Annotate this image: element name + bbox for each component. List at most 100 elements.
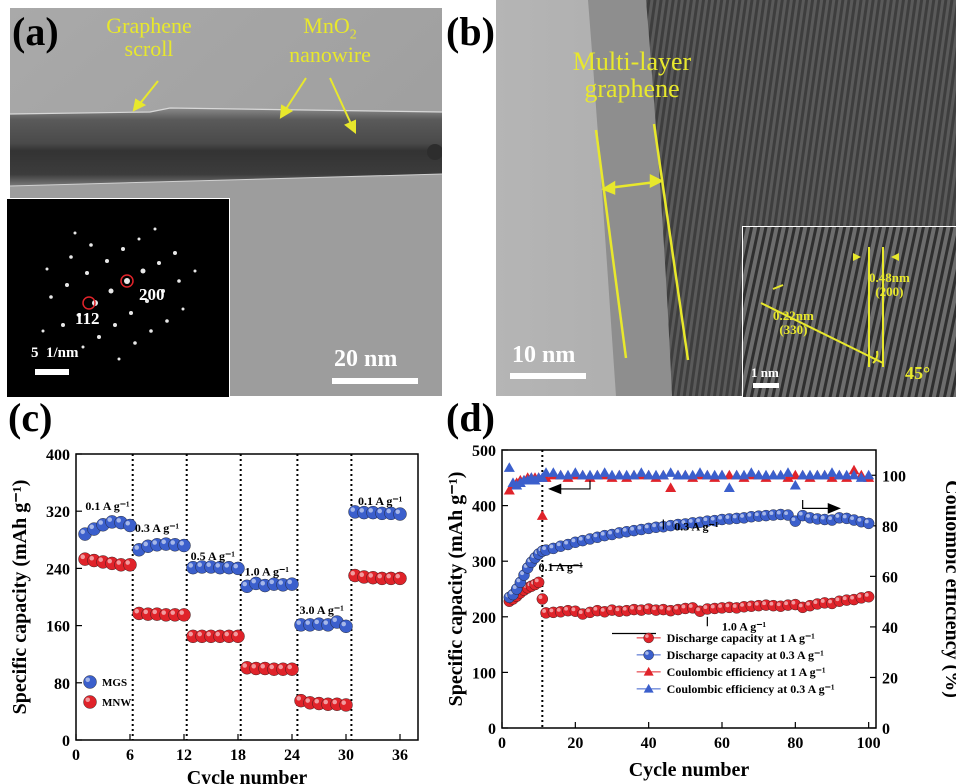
y2-tick-label-d: 80 xyxy=(882,519,898,536)
legend-marker-d-1-highlight xyxy=(645,651,649,655)
point-d-0-highlight xyxy=(725,603,730,608)
point-mgs-highlight xyxy=(359,508,364,513)
point-mgs-highlight xyxy=(278,580,283,585)
arrow-to-left-axis-1 xyxy=(553,480,591,490)
x-tick-label-c: 30 xyxy=(338,747,354,764)
x-tick-label-c: 36 xyxy=(392,747,408,764)
point-mgs-highlight xyxy=(242,581,248,587)
point-d-3 xyxy=(613,469,625,480)
annotation-multilayer-line2: graphene xyxy=(584,74,680,104)
legend-marker-d-2 xyxy=(643,666,654,676)
point-d-0 xyxy=(862,591,875,603)
point-d-3 xyxy=(540,467,552,477)
point-d-0-highlight xyxy=(608,606,612,611)
point-mgs xyxy=(339,619,353,634)
y-tick-label-c: 240 xyxy=(46,561,70,578)
point-d-2 xyxy=(848,464,860,475)
point-d-2 xyxy=(789,469,801,480)
point-d-0-highlight xyxy=(806,601,810,606)
x-tick-label-d: 0 xyxy=(498,735,506,752)
point-d-0-highlight xyxy=(659,605,664,610)
point-mgs-highlight xyxy=(125,520,130,526)
point-d-3 xyxy=(745,467,757,477)
point-d-1-highlight xyxy=(762,511,766,516)
y2-tick-label-d: 40 xyxy=(882,620,898,637)
annotation-mno2-line1: MnO2 xyxy=(270,14,390,43)
point-mgs-highlight xyxy=(80,529,85,535)
point-mgs-highlight xyxy=(269,579,274,585)
rate-annotation-d: 1.0 A g⁻¹ xyxy=(722,620,767,634)
rate-label-c: 3.0 A g⁻¹ xyxy=(300,603,345,617)
point-d-3 xyxy=(855,472,867,482)
point-d-3 xyxy=(738,469,750,480)
point-mnw-highlight xyxy=(350,571,355,576)
point-d-3 xyxy=(701,469,713,480)
point-mnw-highlight xyxy=(377,573,382,579)
point-d-1-highlight xyxy=(586,535,590,539)
point-mgs-highlight xyxy=(107,517,112,522)
point-d-3 xyxy=(672,469,684,480)
arrow-head-right xyxy=(827,503,841,514)
point-d-3 xyxy=(797,469,809,480)
point-d-0-highlight xyxy=(813,600,818,605)
x-tick-label-c: 24 xyxy=(284,747,300,764)
point-mnw-highlight xyxy=(296,696,301,701)
annotation-mno2-formula: MnO xyxy=(303,13,350,38)
point-d-0-highlight xyxy=(696,607,700,612)
inset-scale-unit: 1/nm xyxy=(46,345,79,361)
point-d-3 xyxy=(599,467,611,477)
point-mnw-highlight xyxy=(287,664,292,670)
point-d-0-highlight xyxy=(538,595,543,600)
scale-bar-b xyxy=(510,373,586,379)
point-mnw-highlight xyxy=(188,631,194,637)
point-d-1-highlight xyxy=(784,511,788,516)
point-d-3 xyxy=(731,469,743,480)
panel-label-c: (c) xyxy=(8,395,53,440)
rate-label-c: 0.1 A g⁻¹ xyxy=(85,499,130,513)
point-d-1-highlight xyxy=(688,518,693,523)
point-mnw-highlight xyxy=(323,699,328,705)
point-mnw-highlight xyxy=(341,700,346,705)
point-d-1-highlight xyxy=(718,515,722,520)
point-d-3 xyxy=(569,467,581,477)
point-d-0-highlight xyxy=(732,604,737,608)
point-mgs-highlight xyxy=(197,562,203,567)
point-mnw-highlight xyxy=(179,610,185,615)
legend-label-mnw: MNW xyxy=(102,697,131,709)
point-d-3 xyxy=(503,462,515,472)
point-mnw xyxy=(177,608,191,622)
point-d-1-highlight xyxy=(857,517,862,522)
annotation-mno2-nanowire: MnO2 nanowire xyxy=(270,14,390,66)
point-d-2 xyxy=(665,482,677,493)
point-d-3 xyxy=(767,469,779,480)
x-tick-label-d: 100 xyxy=(857,735,881,752)
point-d-0-highlight xyxy=(564,606,568,611)
point-mgs-highlight xyxy=(98,520,103,525)
point-mgs-highlight xyxy=(89,524,94,530)
x-tick-label-d: 20 xyxy=(567,735,583,752)
panel-label-d: (d) xyxy=(446,395,495,440)
point-mnw-highlight xyxy=(107,558,112,564)
point-d-3 xyxy=(687,469,699,480)
point-d-3 xyxy=(621,469,633,480)
point-mnw-highlight xyxy=(305,698,310,703)
point-mnw xyxy=(285,662,299,676)
rate-label-c: 0.3 A g⁻¹ xyxy=(135,521,180,535)
point-mgs-highlight xyxy=(224,563,230,568)
series-mgs xyxy=(78,505,407,634)
point-d-0-highlight xyxy=(828,599,832,604)
point-d-0-highlight xyxy=(630,605,634,610)
point-d-0-highlight xyxy=(740,602,744,607)
point-d-3 xyxy=(635,467,647,477)
point-mnw-highlight xyxy=(359,572,364,577)
point-mnw-highlight xyxy=(143,609,149,615)
point-d-0-highlight xyxy=(850,595,854,600)
point-d-1-highlight xyxy=(542,546,546,551)
point-d-1-highlight xyxy=(696,518,700,523)
point-d-3 xyxy=(753,469,765,480)
point-mnw-highlight xyxy=(224,631,230,637)
point-mnw xyxy=(231,629,245,644)
point-d-1-highlight xyxy=(747,512,752,517)
point-d-0-highlight xyxy=(857,594,862,598)
x-tick-label-c: 12 xyxy=(176,747,192,764)
